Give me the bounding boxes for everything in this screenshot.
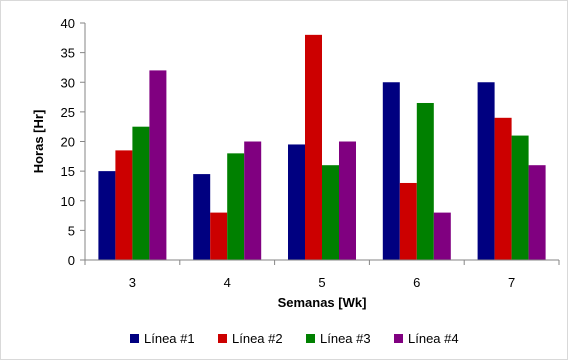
y-tick-label: 15: [61, 164, 75, 179]
legend-label: Línea #1: [144, 331, 195, 346]
bar: [433, 212, 451, 260]
legend-swatch: [306, 334, 315, 343]
y-tick-label: 40: [61, 16, 75, 31]
y-axis-title: Horas [Hr]: [31, 110, 46, 174]
x-tick-label: 6: [413, 275, 420, 290]
bar: [305, 34, 322, 260]
legend-label: Línea #2: [232, 331, 283, 346]
bar: [339, 141, 356, 260]
bar: [115, 150, 133, 260]
bar: [511, 135, 529, 260]
bar: [399, 182, 417, 260]
legend-label: Línea #3: [320, 331, 371, 346]
legend-swatch: [130, 334, 139, 343]
bar: [382, 82, 400, 260]
x-tick-label: 5: [318, 275, 325, 290]
x-axis-title: Semanas [Wk]: [278, 295, 367, 310]
legend-swatch: [218, 334, 227, 343]
bar: [149, 70, 167, 261]
x-tick-label: 7: [508, 275, 515, 290]
bar: [477, 82, 495, 260]
bar: [193, 174, 211, 260]
y-tick-label: 20: [61, 135, 75, 150]
x-tick-label: 3: [129, 275, 136, 290]
bar: [244, 141, 262, 260]
bars: [98, 34, 546, 261]
legend-swatch: [394, 334, 403, 343]
y-axis-ticks: 0 5 10 15 20 25 30 35 40: [61, 16, 85, 268]
y-tick-label: 10: [61, 194, 75, 209]
y-tick-label: 35: [61, 46, 75, 61]
legend-label: Línea #4: [408, 331, 459, 346]
bar: [322, 165, 339, 260]
bar: [416, 102, 434, 260]
y-tick-label: 30: [61, 75, 75, 90]
bar: [494, 117, 512, 260]
bar: [227, 153, 245, 260]
bar: [132, 126, 150, 260]
y-tick-label: 25: [61, 105, 75, 120]
y-tick-label: 5: [68, 223, 75, 238]
bar: [288, 144, 305, 260]
x-tick-label: 4: [224, 275, 231, 290]
y-tick-label: 0: [68, 253, 75, 268]
bar: [210, 212, 228, 260]
x-axis-ticks: 3 4 5 6 7: [84, 260, 560, 290]
bar: [528, 165, 546, 260]
legend: Línea #1 Línea #2 Línea #3 Línea #4: [130, 331, 459, 346]
bar: [98, 171, 116, 260]
